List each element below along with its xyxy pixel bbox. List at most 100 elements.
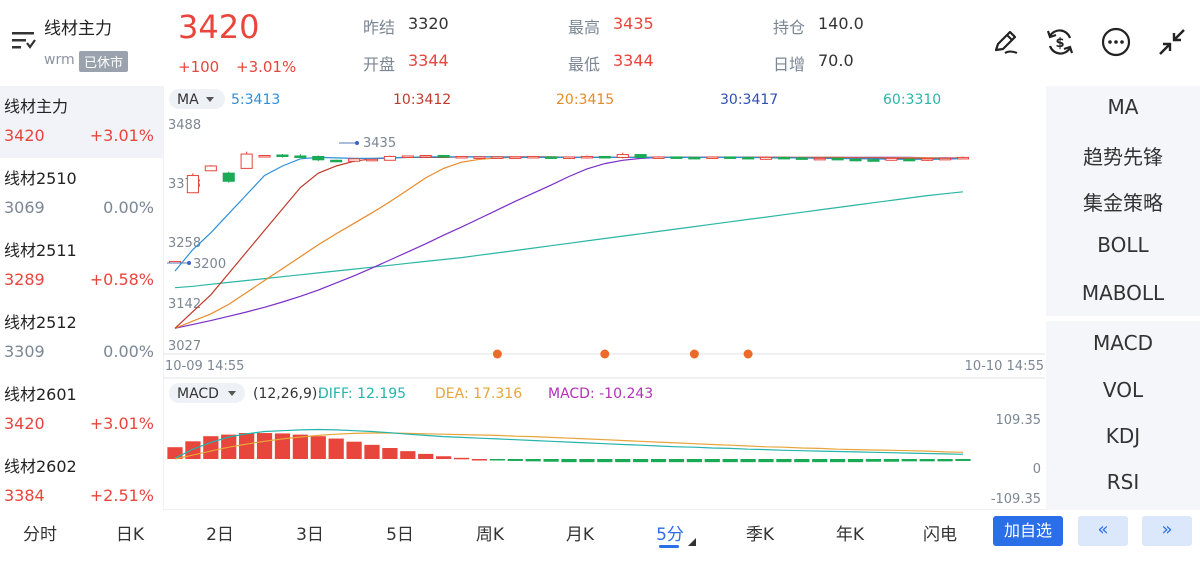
time-end-label: 10-10 14:55	[965, 359, 1044, 374]
candle-body	[419, 154, 432, 158]
ma10-line	[174, 156, 964, 329]
macd-histogram-bar	[453, 457, 470, 460]
macd-dea-line	[174, 432, 964, 460]
status-badge: 已休市	[79, 51, 129, 72]
prev-button[interactable]: «	[1078, 516, 1128, 546]
macd-histogram-bar	[650, 459, 667, 463]
list-item-pct: +3.01%	[89, 126, 154, 145]
currency-exchange-icon[interactable]: $	[1044, 26, 1076, 58]
pen-draw-icon[interactable]	[990, 26, 1022, 58]
low-label: 最低	[568, 55, 601, 74]
price-tick: 3488	[168, 118, 201, 133]
macd-histogram-bar	[364, 444, 380, 459]
list-item[interactable]: 线材2602 3384 +2.51%	[0, 446, 163, 510]
candle-body	[616, 154, 629, 158]
tab-quarterly-k[interactable]: 季K	[745, 525, 775, 545]
list-item[interactable]: 线材2512 3309 0.00%	[0, 302, 163, 374]
ma30-value: 30:3417	[720, 92, 778, 108]
macd-selector[interactable]	[169, 383, 245, 403]
tab-timeshare[interactable]: 分时	[23, 525, 57, 545]
candle-body	[509, 156, 522, 159]
tab-3day[interactable]: 3日	[296, 525, 324, 545]
main-indicator-list: MA 趋势先锋 集金策略 BOLL MABOLL	[1046, 86, 1200, 316]
macd-histogram-bar	[937, 459, 953, 462]
candle-body	[795, 157, 808, 160]
macd-histogram-bar	[543, 459, 559, 462]
list-item[interactable]: 线材2601 3420 +3.01%	[0, 374, 163, 446]
indicator-boll[interactable]: BOLL	[1097, 233, 1149, 257]
collapse-icon[interactable]	[1156, 26, 1188, 58]
more-icon[interactable]	[1100, 26, 1132, 58]
ma-selector[interactable]	[169, 89, 225, 109]
tab-2day[interactable]: 2日	[206, 525, 234, 545]
macd-histogram-bar	[758, 459, 774, 463]
candle-body	[455, 155, 468, 159]
macd-histogram-bar	[579, 459, 595, 463]
contract-list: 线材主力 3420 +3.01% 线材2510 3069 0.00% 线材251…	[0, 86, 163, 510]
candle-body	[348, 158, 361, 162]
macd-value: MACD: -10.243	[548, 386, 653, 402]
active-tab-indicator	[659, 545, 679, 548]
indicator-maboll[interactable]: MABOLL	[1081, 281, 1165, 305]
list-item-pct: 0.00%	[103, 342, 154, 361]
candle-body	[688, 156, 701, 160]
macd-histogram-bar	[310, 436, 326, 459]
indicator-trend-pioneer[interactable]: 趋势先锋	[1083, 145, 1163, 169]
indicator-rsi[interactable]: RSI	[1106, 470, 1140, 494]
macd-histogram-bar	[901, 459, 917, 462]
macd-histogram-bar	[704, 459, 720, 463]
list-item-name: 线材2602	[4, 457, 77, 476]
candle-body	[222, 172, 235, 182]
macd-histogram-bar	[328, 438, 344, 459]
macd-histogram-bar	[418, 453, 434, 459]
macd-axis-bottom: -109.35	[991, 492, 1041, 507]
macd-histogram-bar	[597, 459, 613, 463]
indicator-ma[interactable]: MA	[1107, 95, 1139, 119]
candle-body	[473, 156, 486, 159]
candle-body	[939, 157, 952, 161]
indicator-panel: MA 趋势先锋 集金策略 BOLL MABOLL MACD VOL KDJ RS…	[1046, 86, 1200, 510]
list-item[interactable]: 线材主力 3420 +3.01%	[0, 86, 163, 158]
list-item[interactable]: 线材2510 3069 0.00%	[0, 158, 163, 230]
kline-chart[interactable]: MA 5:3413 10:3412 20:3415 30:3417 60:331…	[163, 86, 1045, 510]
macd-histogram-bar	[525, 459, 541, 462]
candle-body	[312, 155, 325, 161]
quote-header: 线材主力 wrm 已休市 3420 +100 +3.01% 昨结 3320 开盘…	[0, 0, 1200, 84]
macd-params: (12,26,9):	[253, 386, 322, 402]
tab-5day[interactable]: 5日	[386, 525, 414, 545]
tab-weekly-k[interactable]: 周K	[475, 525, 505, 545]
tab-daily-k[interactable]: 日K	[115, 525, 145, 545]
ma60-value: 60:3310	[883, 92, 941, 108]
list-item-price: 3384	[4, 486, 45, 505]
tab-monthly-k[interactable]: 月K	[565, 525, 595, 545]
candle-body	[670, 156, 683, 159]
price-tick: 3027	[168, 339, 201, 354]
indicator-jijin-strategy[interactable]: 集金策略	[1083, 191, 1163, 215]
tab-5min[interactable]: 5分	[656, 525, 684, 545]
list-item-price: 3420	[4, 414, 45, 433]
tab-yearly-k[interactable]: 年K	[835, 525, 865, 545]
candle-body	[276, 154, 289, 158]
macd-histogram-bar	[292, 434, 308, 459]
indicator-kdj[interactable]: KDJ	[1105, 424, 1141, 448]
macd-histogram-bar	[400, 451, 416, 459]
macd-histogram-bar	[955, 459, 971, 461]
list-item-name: 线材2512	[4, 313, 77, 332]
macd-histogram-bar	[740, 459, 756, 463]
list-item-name: 线材2510	[4, 169, 77, 188]
macd-histogram-bar	[274, 433, 291, 459]
tab-lightning[interactable]: 闪电	[923, 525, 957, 545]
candle-body	[330, 159, 343, 163]
menu-sort-icon[interactable]	[10, 28, 38, 54]
macd-diff-line	[174, 428, 964, 459]
candle-body	[634, 154, 647, 158]
tab-dropdown-icon[interactable]	[688, 538, 696, 546]
list-item-pct: +3.01%	[89, 414, 154, 433]
add-watchlist-button[interactable]: 加自选	[993, 516, 1063, 546]
candle-body	[706, 156, 719, 159]
next-button[interactable]: »	[1142, 516, 1192, 546]
indicator-macd[interactable]: MACD	[1093, 331, 1153, 355]
list-item[interactable]: 线材2511 3289 +0.58%	[0, 230, 163, 302]
signal-marker	[689, 349, 699, 359]
indicator-vol[interactable]: VOL	[1102, 378, 1144, 402]
